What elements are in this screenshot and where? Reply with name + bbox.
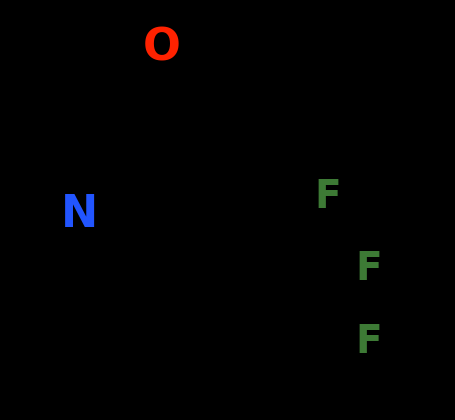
Text: O: O [142,27,181,70]
Text: N: N [61,193,98,236]
Text: F: F [355,250,382,288]
Text: F: F [314,178,341,216]
Text: F: F [355,323,382,361]
